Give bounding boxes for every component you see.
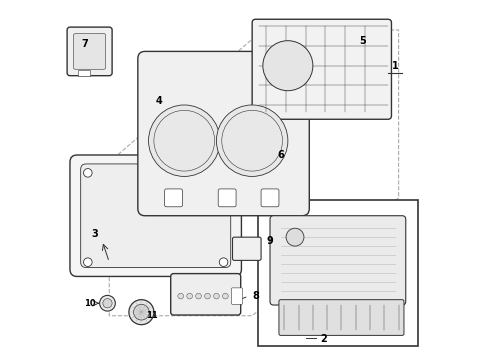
Circle shape — [214, 293, 220, 299]
FancyBboxPatch shape — [74, 33, 106, 69]
FancyBboxPatch shape — [67, 27, 112, 76]
Text: 8: 8 — [252, 291, 259, 301]
Circle shape — [129, 300, 154, 325]
Circle shape — [83, 168, 92, 177]
Circle shape — [222, 111, 283, 171]
Circle shape — [222, 293, 228, 299]
FancyBboxPatch shape — [261, 189, 279, 207]
Circle shape — [263, 41, 313, 91]
FancyBboxPatch shape — [252, 19, 392, 119]
FancyBboxPatch shape — [218, 189, 236, 207]
Text: 3: 3 — [92, 229, 98, 239]
FancyBboxPatch shape — [171, 274, 241, 315]
Circle shape — [178, 293, 184, 299]
Circle shape — [286, 228, 304, 246]
FancyBboxPatch shape — [78, 69, 90, 76]
Text: 11: 11 — [146, 311, 158, 320]
Circle shape — [83, 258, 92, 266]
FancyBboxPatch shape — [258, 200, 418, 346]
FancyBboxPatch shape — [270, 216, 406, 305]
Text: 5: 5 — [360, 36, 366, 46]
Circle shape — [205, 293, 210, 299]
Text: 4: 4 — [156, 96, 163, 107]
FancyBboxPatch shape — [81, 164, 231, 267]
FancyBboxPatch shape — [70, 155, 242, 276]
FancyBboxPatch shape — [138, 51, 309, 216]
Circle shape — [134, 304, 149, 320]
Text: 9: 9 — [267, 236, 273, 246]
Circle shape — [196, 293, 201, 299]
FancyBboxPatch shape — [231, 288, 243, 304]
Text: 7: 7 — [81, 39, 88, 49]
Circle shape — [220, 168, 228, 177]
Text: 10: 10 — [84, 299, 96, 308]
FancyBboxPatch shape — [232, 237, 261, 260]
Circle shape — [187, 293, 193, 299]
Circle shape — [103, 298, 112, 308]
Text: 2: 2 — [320, 334, 327, 344]
FancyBboxPatch shape — [279, 300, 404, 336]
FancyBboxPatch shape — [165, 189, 182, 207]
Circle shape — [154, 111, 215, 171]
Circle shape — [220, 258, 228, 266]
Circle shape — [217, 105, 288, 176]
Circle shape — [148, 105, 220, 176]
Text: 6: 6 — [277, 150, 284, 160]
Text: 1: 1 — [392, 61, 398, 71]
Circle shape — [99, 296, 115, 311]
